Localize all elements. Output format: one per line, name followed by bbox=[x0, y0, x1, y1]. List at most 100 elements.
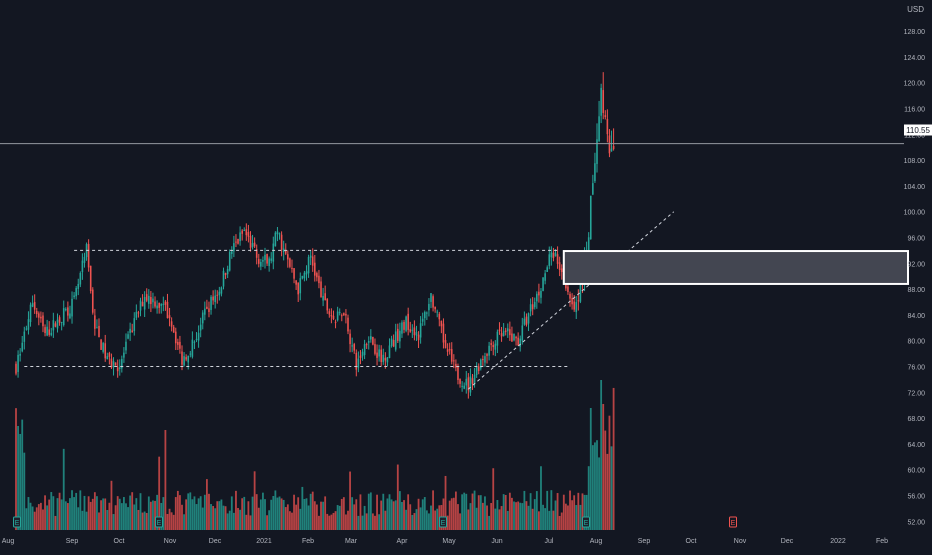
volume-bar bbox=[506, 510, 509, 530]
price-tick-label: 96.00 bbox=[907, 236, 925, 243]
volume-bar bbox=[27, 497, 30, 530]
volume-bar bbox=[100, 500, 102, 530]
earnings-marker-icon[interactable] bbox=[729, 516, 737, 528]
candle-body bbox=[480, 359, 482, 369]
candle-body bbox=[65, 309, 67, 311]
candle-body bbox=[193, 341, 196, 343]
candle-body bbox=[345, 313, 347, 316]
volume-bar bbox=[85, 511, 88, 530]
candle-body bbox=[353, 344, 356, 351]
candle-body bbox=[546, 267, 548, 272]
candle-body bbox=[91, 289, 94, 313]
candle-body bbox=[550, 252, 553, 258]
candle-body bbox=[268, 258, 270, 267]
volume-bar bbox=[162, 497, 165, 530]
volume-bar bbox=[546, 490, 549, 530]
volume-bar bbox=[511, 497, 513, 530]
candle-body bbox=[100, 339, 102, 350]
candle-body bbox=[357, 358, 360, 368]
volume-bar bbox=[340, 498, 343, 530]
earnings-marker-icon[interactable] bbox=[13, 516, 21, 528]
candle-body bbox=[112, 361, 115, 368]
earnings-marker-icon[interactable] bbox=[155, 516, 163, 528]
candle-body bbox=[326, 298, 329, 311]
volume-bar bbox=[558, 515, 561, 530]
volume-bar bbox=[270, 499, 273, 530]
volume-bar bbox=[98, 512, 100, 530]
volume-bar bbox=[579, 504, 582, 530]
volume-bar bbox=[174, 497, 177, 530]
time-tick-label: Sep bbox=[638, 538, 651, 545]
volume-bar bbox=[251, 496, 254, 530]
volume-bar bbox=[40, 502, 42, 530]
volume-bar bbox=[415, 509, 418, 530]
volume-bar bbox=[160, 502, 163, 530]
volume-bar bbox=[488, 515, 490, 530]
volume-bar bbox=[600, 380, 603, 530]
volume-bar bbox=[479, 495, 482, 530]
price-axis[interactable]: USD 52.00 56.00 60.00 64.00 68.00 72.00 76.00 8… bbox=[904, 5, 926, 526]
volume-bar bbox=[172, 514, 175, 530]
candle-body bbox=[299, 278, 302, 294]
candle-body bbox=[166, 301, 169, 319]
volume-bar bbox=[133, 504, 136, 530]
candle-body bbox=[596, 139, 598, 164]
candle-body bbox=[280, 234, 283, 250]
candle-body bbox=[25, 328, 28, 330]
volume-bar bbox=[490, 503, 493, 530]
volume-bar bbox=[139, 493, 142, 530]
candle-body bbox=[249, 235, 252, 248]
candle-body bbox=[297, 282, 299, 295]
volume-bar bbox=[60, 499, 63, 530]
earnings-marker-letter: E bbox=[157, 520, 162, 527]
candle-body bbox=[567, 286, 569, 292]
price-tick-label: 76.00 bbox=[907, 365, 925, 372]
earnings-marker-letter: E bbox=[441, 520, 446, 527]
volume-bar bbox=[515, 502, 517, 530]
volume-bar bbox=[407, 494, 410, 530]
candle-body bbox=[399, 330, 401, 342]
time-axis[interactable]: Aug Sep Oct Nov Dec 2021 Feb Mar Apr May Jun Jul Aug… bbox=[2, 538, 888, 545]
candle-body bbox=[324, 293, 326, 301]
candle-body bbox=[118, 367, 121, 369]
volume-bar bbox=[457, 504, 459, 530]
currency-label: USD bbox=[907, 5, 924, 14]
candle-body bbox=[459, 378, 461, 384]
candle-body bbox=[587, 237, 590, 251]
time-tick-label: Sep bbox=[66, 538, 79, 545]
earnings-marker-icon[interactable] bbox=[439, 516, 447, 528]
candle-body bbox=[31, 303, 34, 307]
volume-bar bbox=[529, 493, 532, 530]
volume-bars-group bbox=[15, 380, 615, 530]
candle-body bbox=[610, 148, 613, 152]
time-tick-label: Oct bbox=[686, 538, 697, 545]
candle-body bbox=[216, 294, 219, 296]
earnings-marker-icon[interactable] bbox=[582, 516, 590, 528]
volume-bar bbox=[118, 498, 121, 530]
supply-zone-rectangle[interactable] bbox=[562, 250, 909, 285]
volume-bar bbox=[567, 505, 569, 530]
candle-body bbox=[490, 343, 492, 345]
candle-body bbox=[276, 231, 279, 235]
volume-bar bbox=[542, 504, 544, 530]
candle-body bbox=[594, 163, 596, 182]
candle-body bbox=[15, 363, 17, 374]
volume-bar bbox=[380, 500, 383, 530]
time-tick-label: Aug bbox=[590, 538, 603, 545]
candle-body bbox=[48, 329, 50, 335]
candle-body bbox=[181, 351, 183, 365]
volume-bar bbox=[486, 505, 488, 530]
volume-bar bbox=[349, 471, 351, 530]
volume-bar bbox=[131, 492, 134, 530]
volume-bar bbox=[525, 501, 528, 530]
volume-bar bbox=[71, 490, 73, 530]
candle-body bbox=[141, 301, 144, 307]
candle-body bbox=[515, 336, 517, 339]
candle-body bbox=[201, 312, 204, 324]
volume-bar bbox=[591, 445, 594, 530]
volume-bar bbox=[276, 497, 279, 530]
drawings-group[interactable] bbox=[0, 143, 909, 390]
